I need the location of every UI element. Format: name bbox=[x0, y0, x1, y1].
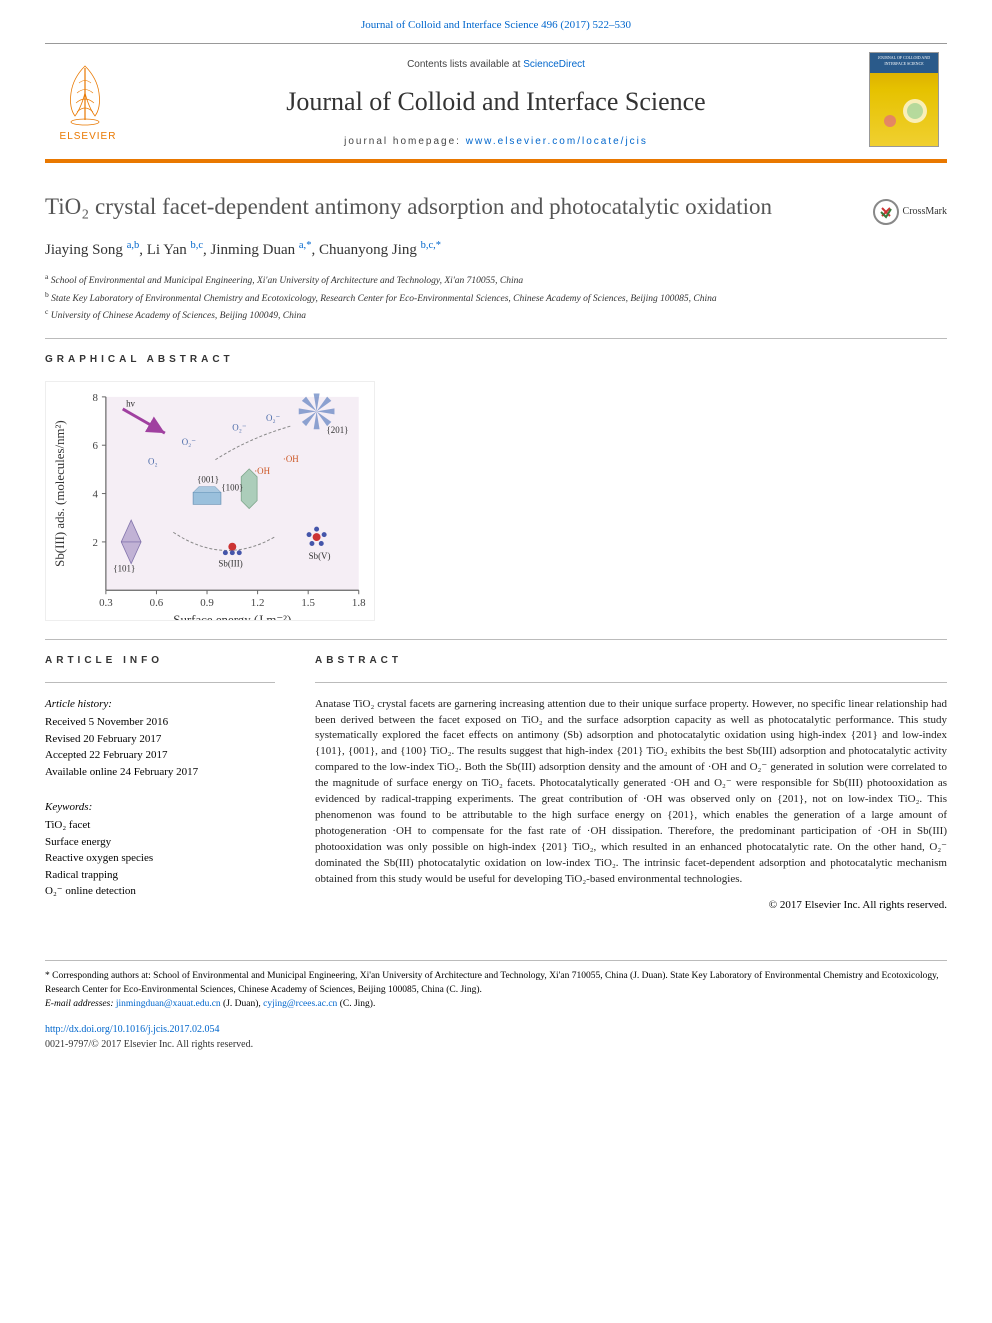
author: Jinming Duan a,* bbox=[211, 242, 312, 258]
svg-text:4: 4 bbox=[92, 488, 98, 500]
journal-header: ELSEVIER Contents lists available at Sci… bbox=[45, 43, 947, 163]
doi-link[interactable]: http://dx.doi.org/10.1016/j.jcis.2017.02… bbox=[45, 1022, 947, 1037]
affiliation: a School of Environmental and Municipal … bbox=[45, 271, 947, 288]
article-title: TiO₂ crystal facet-dependent antimony ad… bbox=[45, 193, 853, 222]
svg-text:O₂⁻: O₂⁻ bbox=[266, 413, 281, 423]
svg-text:Sb(III) ads. (molecules/nm²): Sb(III) ads. (molecules/nm²) bbox=[53, 420, 67, 567]
elsevier-logo: ELSEVIER bbox=[45, 44, 123, 155]
elsevier-label: ELSEVIER bbox=[53, 130, 123, 144]
svg-text:Sb(V): Sb(V) bbox=[309, 550, 331, 560]
svg-text:O₂: O₂ bbox=[148, 456, 158, 466]
svg-text:0.3: 0.3 bbox=[99, 597, 113, 609]
keyword: O₂⁻ online detection bbox=[45, 883, 275, 900]
graphical-abstract-label: GRAPHICAL ABSTRACT bbox=[45, 353, 947, 367]
svg-text:·OH: ·OH bbox=[283, 454, 299, 464]
journal-homepage: journal homepage: www.elsevier.com/locat… bbox=[123, 135, 869, 149]
svg-text:6: 6 bbox=[92, 440, 98, 452]
svg-text:O₂⁻: O₂⁻ bbox=[182, 437, 197, 447]
svg-text:8: 8 bbox=[92, 391, 98, 403]
affiliation: c University of Chinese Academy of Scien… bbox=[45, 306, 947, 323]
email-link-2[interactable]: cyjing@rcees.ac.cn bbox=[263, 999, 337, 1009]
divider bbox=[45, 682, 275, 683]
svg-text:0.9: 0.9 bbox=[200, 597, 214, 609]
author: Chuanyong Jing b,c,* bbox=[319, 242, 441, 258]
affiliations: a School of Environmental and Municipal … bbox=[45, 271, 947, 323]
keyword: Surface energy bbox=[45, 834, 275, 851]
elsevier-tree-icon bbox=[53, 58, 117, 128]
journal-title: Journal of Colloid and Interface Science bbox=[123, 84, 869, 120]
svg-text:Surface energy (J m⁻²): Surface energy (J m⁻²) bbox=[173, 613, 291, 620]
copyright-line: © 2017 Elsevier Inc. All rights reserved… bbox=[315, 898, 947, 913]
svg-text:O₂⁻: O₂⁻ bbox=[232, 422, 247, 432]
svg-text:1.2: 1.2 bbox=[251, 597, 265, 609]
author: Jiaying Song a,b bbox=[45, 242, 139, 258]
keywords-block: Keywords: TiO₂ facetSurface energyReacti… bbox=[45, 800, 275, 900]
header-citation: Journal of Colloid and Interface Science… bbox=[0, 0, 992, 43]
svg-text:{100}: {100} bbox=[221, 482, 243, 492]
svg-text:2: 2 bbox=[92, 536, 97, 548]
svg-text:{001}: {001} bbox=[197, 474, 219, 484]
crossmark-icon bbox=[873, 199, 899, 225]
divider bbox=[45, 639, 947, 640]
abstract-label: ABSTRACT bbox=[315, 654, 947, 668]
abstract-text: Anatase TiO₂ crystal facets are garnerin… bbox=[315, 697, 947, 888]
keyword: Reactive oxygen species bbox=[45, 850, 275, 867]
keyword: TiO₂ facet bbox=[45, 817, 275, 834]
email-link-1[interactable]: jinmingduan@xauat.edu.cn bbox=[116, 999, 221, 1009]
svg-text:1.5: 1.5 bbox=[301, 597, 315, 609]
article-info-label: ARTICLE INFO bbox=[45, 654, 275, 668]
svg-text:Sb(III): Sb(III) bbox=[218, 558, 242, 568]
corresponding-note: * Corresponding authors at: School of En… bbox=[45, 969, 947, 998]
footer: * Corresponding authors at: School of En… bbox=[45, 960, 947, 1052]
sciencedirect-link[interactable]: ScienceDirect bbox=[523, 59, 585, 70]
divider bbox=[315, 682, 947, 683]
authors-list: Jiaying Song a,b, Li Yan b,c, Jinming Du… bbox=[45, 239, 947, 261]
email-line: E-mail addresses: jinmingduan@xauat.edu.… bbox=[45, 997, 947, 1011]
svg-text:{101}: {101} bbox=[113, 563, 135, 573]
issn-line: 0021-9797/© 2017 Elsevier Inc. All right… bbox=[45, 1037, 947, 1052]
svg-text:hv: hv bbox=[126, 398, 135, 408]
svg-text:{201}: {201} bbox=[327, 425, 349, 435]
crossmark-label: CrossMark bbox=[903, 205, 947, 219]
divider bbox=[45, 338, 947, 339]
affiliation: b State Key Laboratory of Environmental … bbox=[45, 289, 947, 306]
contents-available: Contents lists available at ScienceDirec… bbox=[123, 58, 869, 72]
svg-text:·OH: ·OH bbox=[254, 466, 270, 476]
homepage-url[interactable]: www.elsevier.com/locate/jcis bbox=[466, 136, 648, 147]
keyword: Radical trapping bbox=[45, 867, 275, 884]
article-history: Article history: Received 5 November 201… bbox=[45, 697, 275, 780]
svg-text:1.8: 1.8 bbox=[352, 597, 366, 609]
journal-cover-thumbnail: JOURNAL OF COLLOID AND INTERFACE SCIENCE bbox=[869, 44, 947, 155]
graphical-abstract-figure: 0.3 0.6 0.9 1.2 1.5 1.8 2 4 6 8 Surface energy (J … bbox=[45, 381, 375, 621]
svg-text:0.6: 0.6 bbox=[150, 597, 164, 609]
author: Li Yan b,c bbox=[147, 242, 203, 258]
crossmark-badge[interactable]: CrossMark bbox=[873, 193, 947, 225]
